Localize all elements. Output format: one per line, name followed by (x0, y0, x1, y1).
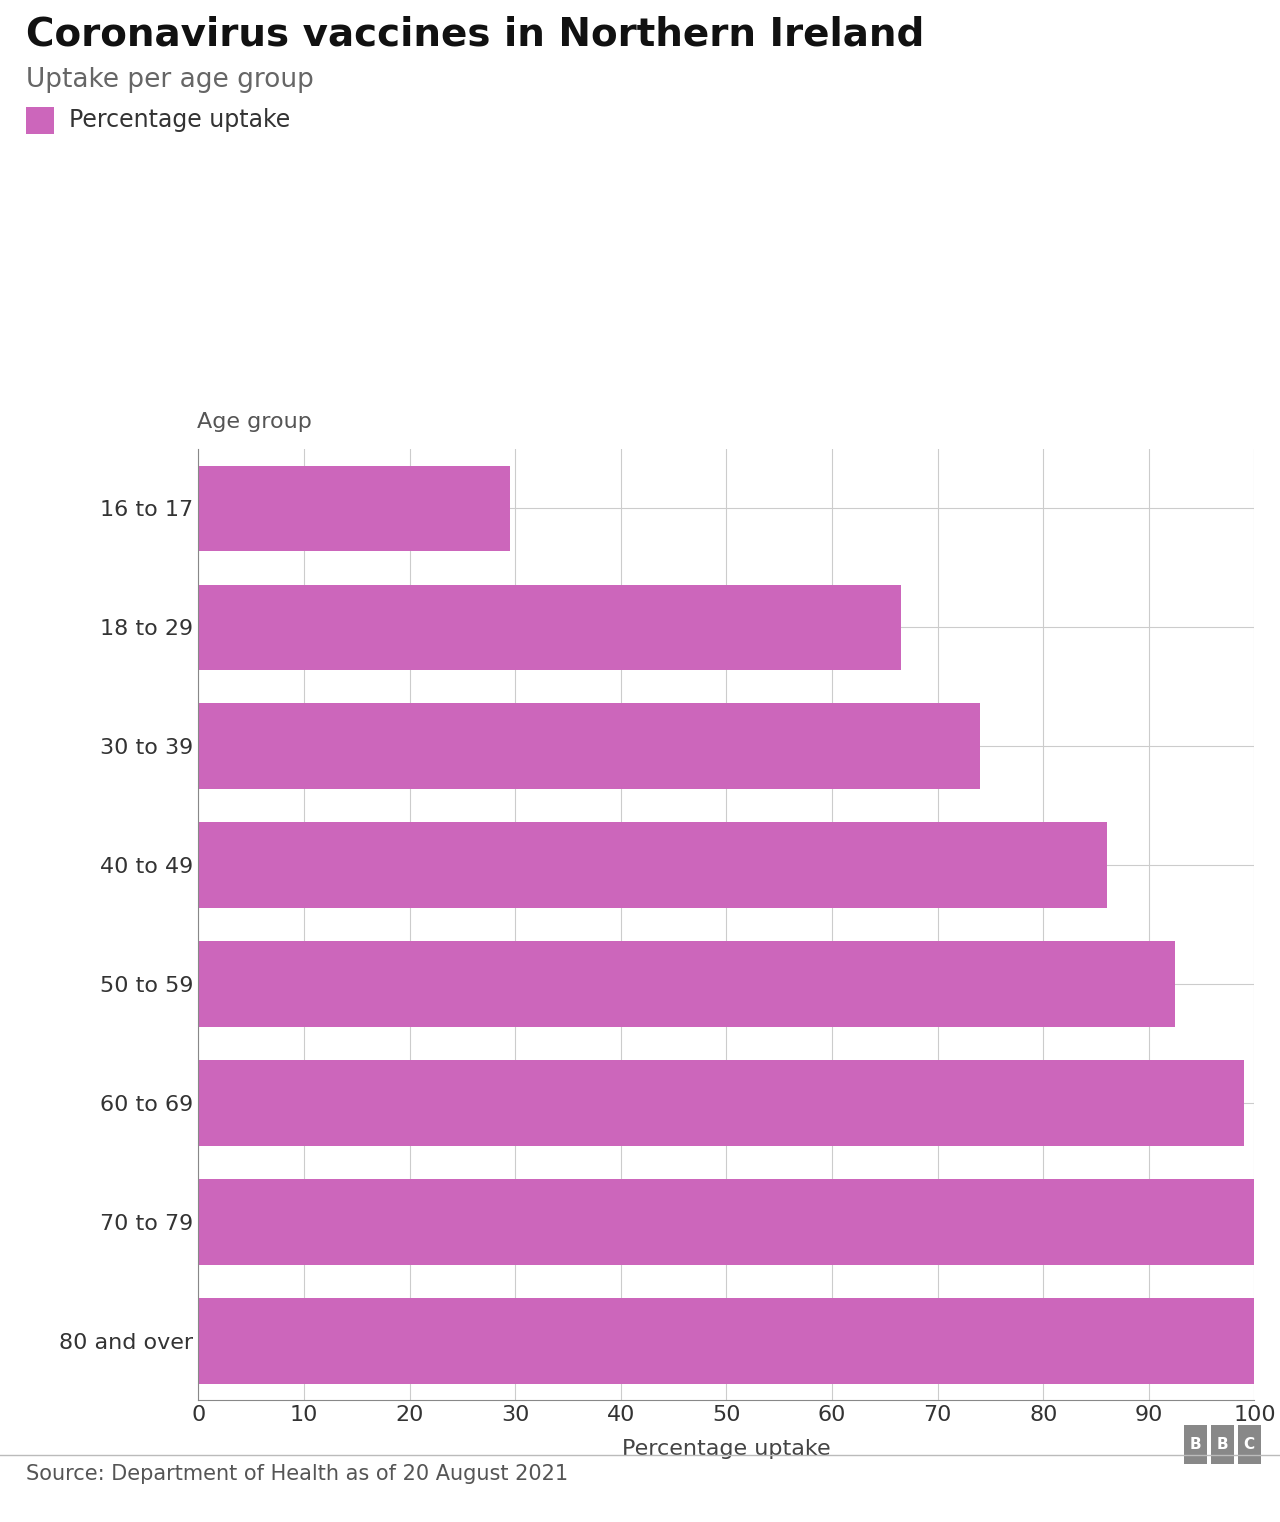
Text: C: C (1244, 1437, 1254, 1452)
Bar (198, 703, 980, 788)
X-axis label: Percentage uptake: Percentage uptake (622, 1438, 831, 1460)
Bar (198, 822, 1107, 909)
Text: Uptake per age group: Uptake per age group (26, 67, 314, 93)
Text: Percentage uptake: Percentage uptake (69, 108, 291, 132)
Bar (198, 466, 509, 551)
Bar (198, 941, 1175, 1027)
Bar (198, 1298, 1254, 1383)
Text: B: B (1216, 1437, 1229, 1452)
Text: B: B (1189, 1437, 1202, 1452)
Text: Source: Department of Health as of 20 August 2021: Source: Department of Health as of 20 Au… (26, 1464, 568, 1484)
Bar (198, 1061, 1244, 1146)
Text: Age group: Age group (197, 412, 312, 432)
Text: Coronavirus vaccines in Northern Ireland: Coronavirus vaccines in Northern Ireland (26, 15, 924, 53)
Bar (198, 584, 901, 670)
Bar (198, 1180, 1254, 1265)
